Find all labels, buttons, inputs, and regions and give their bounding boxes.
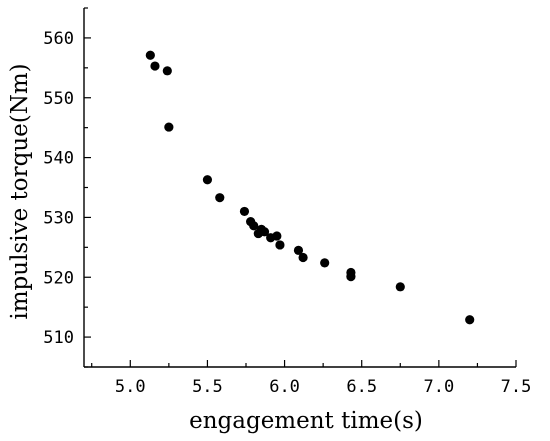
x-tick-label: 5.5 (192, 377, 223, 397)
data-point (249, 221, 259, 231)
x-tick-label: 5.0 (115, 377, 146, 397)
data-point (239, 206, 250, 217)
data-point (259, 227, 270, 237)
data-point (202, 175, 213, 185)
data-point (395, 282, 405, 292)
y-tick-label: 550 (43, 89, 74, 109)
data-points (145, 50, 475, 325)
data-point (272, 231, 282, 241)
y-tick-label: 530 (43, 208, 74, 228)
data-point (150, 61, 160, 71)
y-tick-label: 540 (43, 149, 74, 169)
data-point (293, 245, 304, 255)
y-tick-label: 560 (43, 29, 74, 49)
y-tick-label: 520 (43, 268, 74, 288)
data-point (162, 66, 172, 76)
y-axis-title: impulsive torque(Nm) (7, 63, 33, 319)
data-point (298, 252, 308, 263)
plot-frame (83, 8, 516, 368)
data-point (164, 122, 174, 132)
x-tick-label: 6.5 (346, 377, 377, 397)
data-point (465, 315, 475, 325)
x-axis-title: engagement time(s) (189, 408, 423, 434)
tick-labels: 5.0 5.5 6.0 6.5 7.0 7.5 510 520 530 540 550 560 (43, 29, 531, 397)
data-point (215, 193, 225, 203)
data-point (275, 240, 285, 250)
data-point (346, 272, 356, 282)
data-point (145, 50, 155, 60)
x-tick-label: 6.0 (269, 377, 300, 397)
data-point (320, 258, 330, 268)
x-tick-label: 7.5 (501, 377, 532, 397)
x-tick-label: 7.0 (423, 377, 454, 397)
y-tick-label: 510 (43, 328, 74, 348)
axis-ticks (84, 7, 517, 368)
